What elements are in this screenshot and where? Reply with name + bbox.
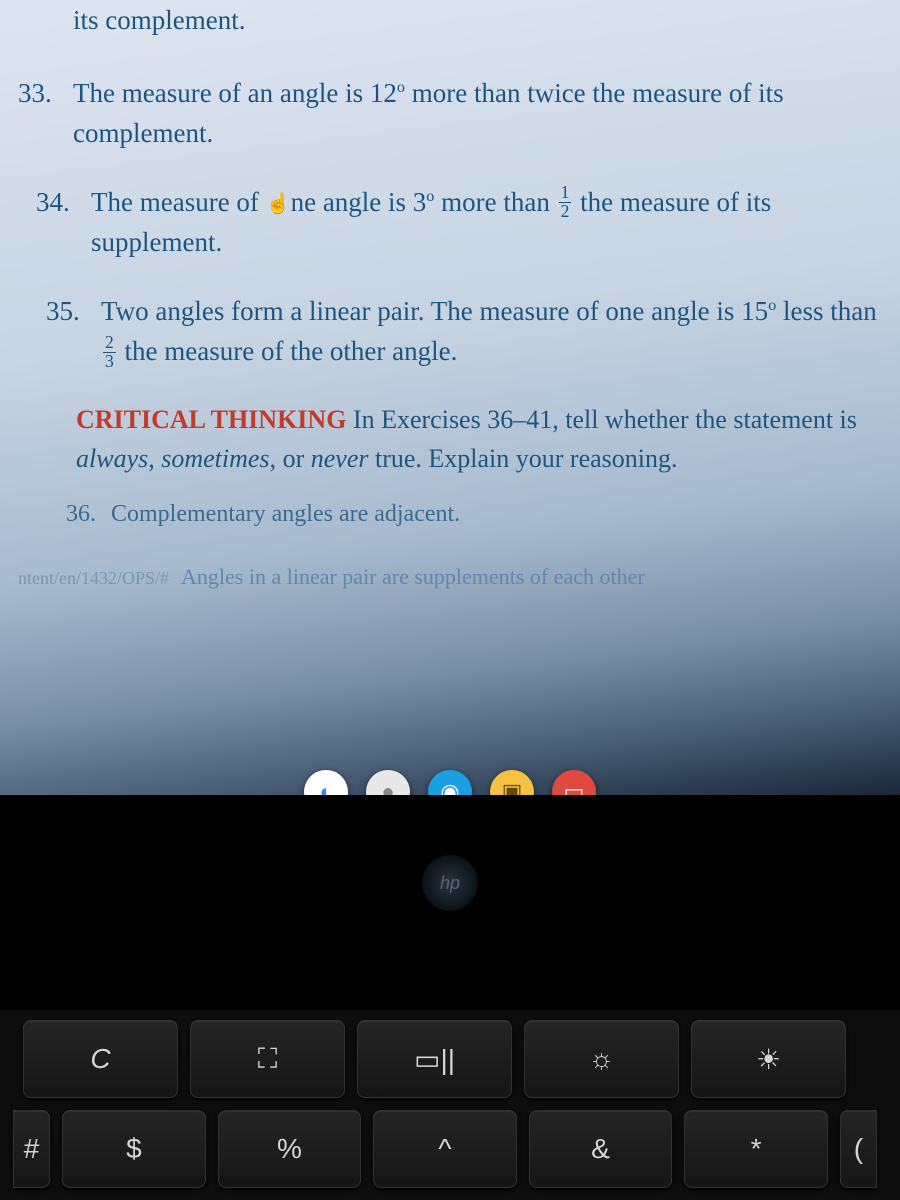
hp-logo-icon: hp — [422, 855, 478, 911]
keyboard: C⛶▭||☼☀ #$%^&*( — [0, 1010, 900, 1200]
key-refresh[interactable]: C — [23, 1020, 178, 1098]
problem-body: The measure of an angle is 12o more than… — [73, 73, 882, 154]
screen-display: its complement. 33. The measure of an an… — [0, 0, 900, 795]
problem-body: Complementary angles are adjacent. — [111, 496, 882, 532]
problem-36: 36. Complementary angles are adjacent. — [66, 496, 882, 532]
key-asterisk[interactable]: * — [684, 1110, 828, 1188]
key-brightness-down[interactable]: ☼ — [524, 1020, 679, 1098]
problem-body: The measure of ☝ne angle is 3o more than… — [91, 182, 882, 263]
fraction: 12 — [559, 184, 572, 220]
problem-number: 35. — [46, 291, 101, 332]
key-caret[interactable]: ^ — [373, 1110, 517, 1188]
key-brightness-up[interactable]: ☀ — [691, 1020, 846, 1098]
fraction: 23 — [103, 334, 116, 370]
key-fullscreen[interactable]: ⛶ — [190, 1020, 345, 1098]
partial-prev-problem: its complement. — [73, 0, 882, 41]
problem-33: 33. The measure of an angle is 12o more … — [18, 73, 882, 154]
textbook-content: its complement. 33. The measure of an an… — [18, 0, 882, 593]
problem-number: 33. — [18, 73, 73, 114]
keyboard-row-numbers: #$%^&*( — [8, 1110, 892, 1188]
problem-number: 36. — [66, 496, 111, 532]
key-dollar[interactable]: $ — [62, 1110, 206, 1188]
key-hash[interactable]: # — [13, 1110, 50, 1188]
critical-thinking-header: CRITICAL THINKING In Exercises 36–41, te… — [76, 400, 882, 478]
problem-37-partial: ntent/en/1432/OPS/# Angles in a linear p… — [18, 560, 882, 593]
problem-body: Two angles form a linear pair. The measu… — [101, 291, 882, 372]
key-paren[interactable]: ( — [840, 1110, 877, 1188]
keyboard-row-function: C⛶▭||☼☀ — [8, 1020, 892, 1098]
url-fragment: ntent/en/1432/OPS/# — [18, 565, 169, 592]
cursor-pointer-icon: ☝ — [266, 189, 291, 219]
partial-text: its complement. — [73, 5, 245, 35]
problem-number: 34. — [36, 182, 91, 223]
key-percent[interactable]: % — [218, 1110, 362, 1188]
key-ampersand[interactable]: & — [529, 1110, 673, 1188]
key-overview[interactable]: ▭|| — [357, 1020, 512, 1098]
problem-35: 35. Two angles form a linear pair. The m… — [46, 291, 882, 372]
section-header: CRITICAL THINKING — [76, 405, 346, 434]
problem-34: 34. The measure of ☝ne angle is 3o more … — [36, 182, 882, 263]
